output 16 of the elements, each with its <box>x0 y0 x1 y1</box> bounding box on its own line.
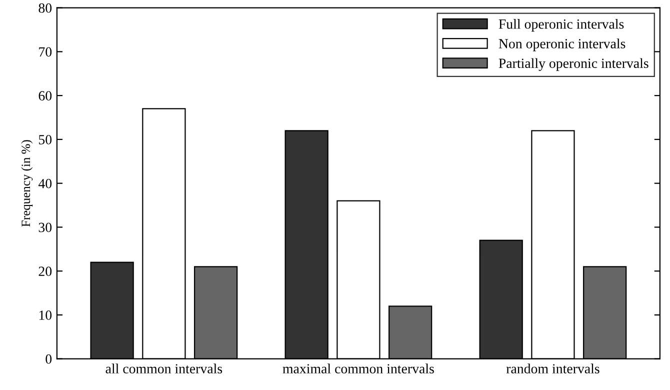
legend-label: Non operonic intervals <box>498 38 626 52</box>
y-tick-label: 70 <box>39 47 52 57</box>
legend-label: Full operonic intervals <box>498 18 624 32</box>
y-tick-label: 40 <box>38 178 52 188</box>
x-tick-label: all common intervals <box>106 364 222 374</box>
x-tick-label: maximal common intervals <box>282 364 434 374</box>
y-tick-label: 0 <box>46 354 52 364</box>
y-axis-title: Frequency (in %) <box>21 140 33 227</box>
legend-label: Partially operonic intervals <box>498 58 648 71</box>
y-tick-label: 80 <box>38 3 52 13</box>
y-tick-label: 30 <box>38 222 52 232</box>
x-tick-label: random intervals <box>506 364 600 374</box>
y-tick-label: 50 <box>39 135 52 144</box>
y-tick-label: 60 <box>38 91 52 101</box>
y-tick-label: 20 <box>38 266 52 276</box>
y-tick-label: 10 <box>39 310 52 320</box>
